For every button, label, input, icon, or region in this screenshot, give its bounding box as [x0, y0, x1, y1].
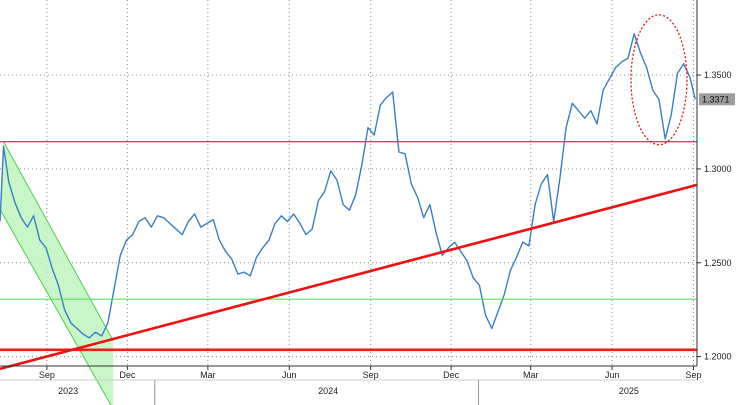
y-tick-label: 1.3500	[704, 70, 732, 80]
down-channel-fill	[0, 141, 114, 405]
year-label: 2023	[58, 386, 78, 396]
highlight-ellipse	[630, 14, 688, 146]
annotation-lines	[0, 14, 698, 371]
down-channel	[0, 141, 114, 405]
x-tick-label: Sep	[685, 370, 701, 380]
x-tick-label: Jun	[605, 370, 620, 380]
down-channel-upper-line	[3, 141, 114, 341]
year-label: 2024	[318, 386, 338, 396]
down-channel-lower-line	[0, 209, 112, 405]
y-tick-label: 1.2000	[704, 352, 732, 362]
last-value-badge	[699, 93, 735, 106]
x-tick-label: Jun	[282, 370, 297, 380]
x-tick-label: Dec	[443, 370, 460, 380]
y-tick-label: 1.2500	[704, 258, 732, 268]
x-tick-label: Dec	[119, 370, 136, 380]
last-value-label: 1.3371	[702, 94, 730, 104]
grid	[0, 0, 697, 366]
series-layer	[0, 33, 696, 339]
x-tick-label: Sep	[363, 370, 379, 380]
x-tick-label: Mar	[200, 370, 216, 380]
y-tick-label: 1.3000	[704, 164, 732, 174]
x-tick-label: Mar	[523, 370, 539, 380]
price-series-line	[0, 33, 696, 339]
rising-trendline	[0, 183, 698, 371]
year-label: 2025	[619, 386, 639, 396]
x-tick-label: Sep	[39, 370, 55, 380]
